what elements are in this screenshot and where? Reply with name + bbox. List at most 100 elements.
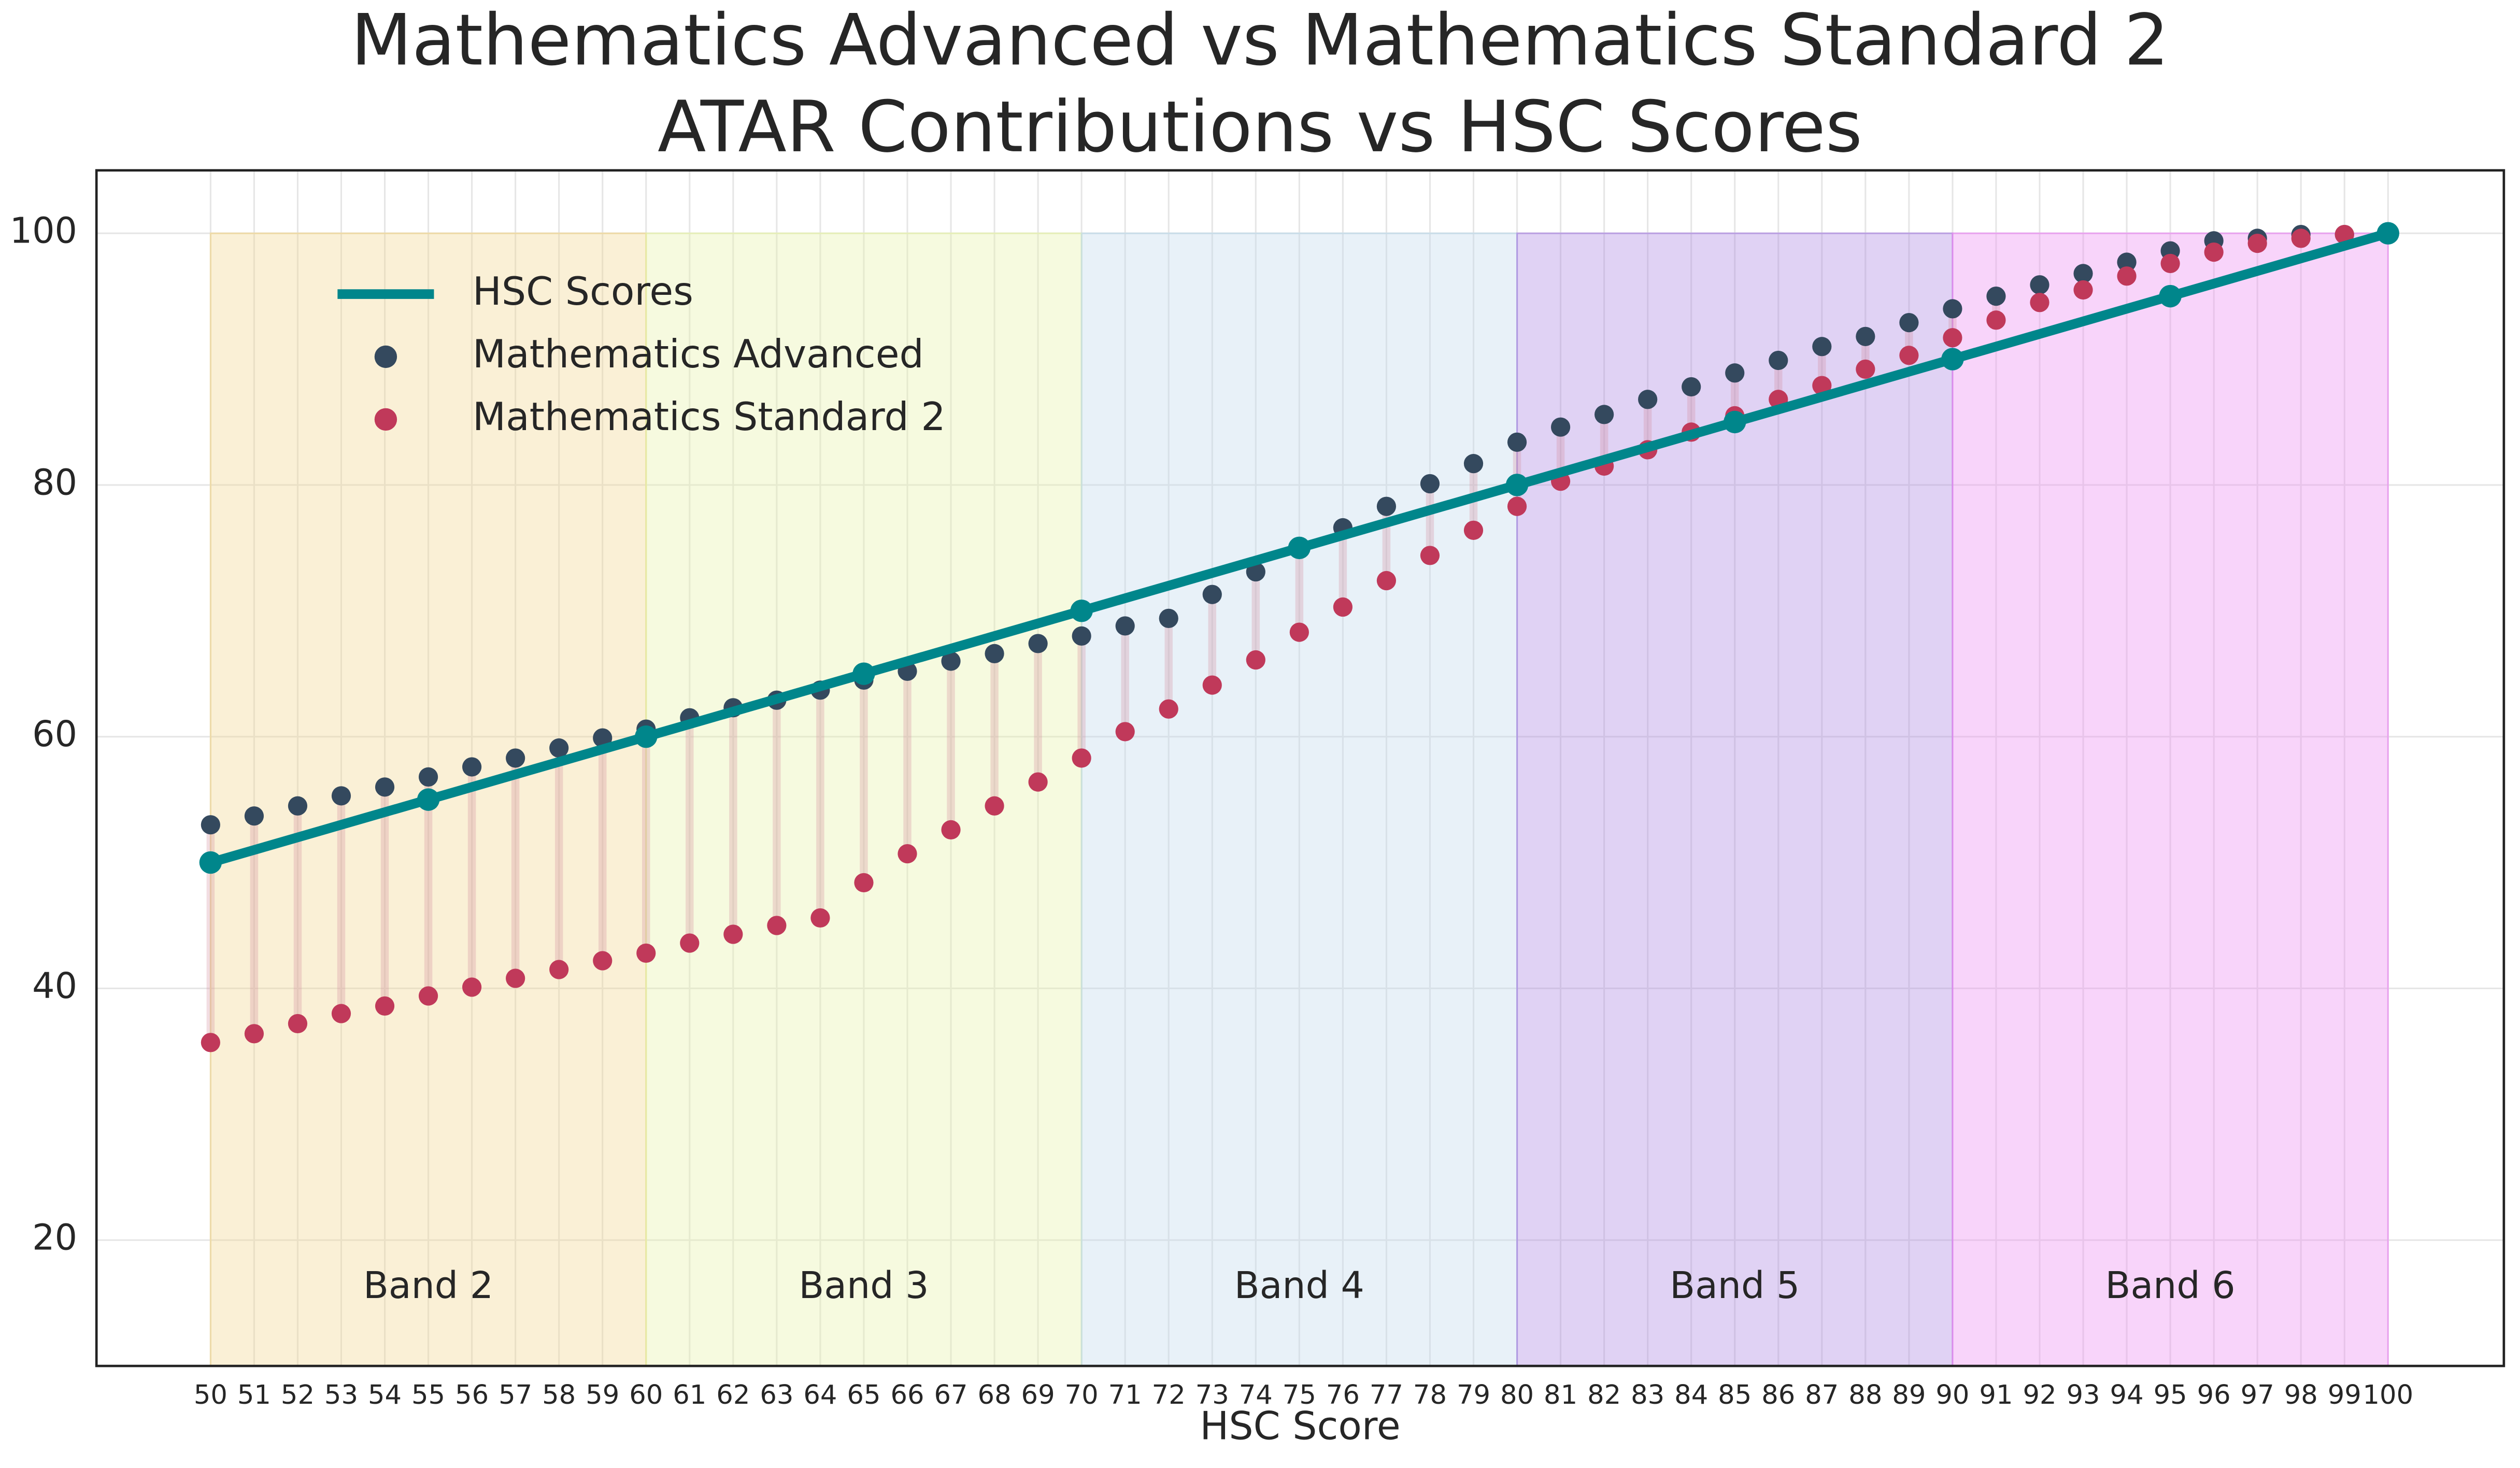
- scatter-point: [1202, 585, 1222, 604]
- legend-label: Mathematics Standard 2: [473, 394, 946, 439]
- x-tick-label: 86: [1761, 1380, 1795, 1410]
- scatter-point: [1986, 287, 2006, 306]
- y-tick-label: 100: [10, 211, 77, 252]
- band: [1080, 232, 1518, 1367]
- scatter-point: [1550, 417, 1571, 437]
- band: [1952, 232, 2389, 1367]
- x-tick-label: 82: [1587, 1380, 1621, 1410]
- scatter-point: [2160, 253, 2180, 274]
- chart-subtitle: ATAR Contributions vs HSC Scores: [658, 86, 1862, 168]
- scatter-point: [2030, 275, 2049, 295]
- scatter-point: [1943, 328, 1962, 348]
- x-tick-label: 69: [1021, 1380, 1055, 1410]
- x-tick-label: 53: [324, 1380, 358, 1410]
- x-tick-label: 60: [629, 1380, 663, 1410]
- x-tick-label: 70: [1065, 1380, 1099, 1410]
- scatter-point: [2247, 233, 2267, 253]
- line-marker: [1505, 474, 1529, 496]
- scatter-point: [331, 1004, 351, 1023]
- line-marker: [2159, 284, 2182, 308]
- scatter-point: [506, 968, 525, 988]
- line-marker: [2376, 222, 2400, 245]
- x-tick-label: 72: [1152, 1380, 1186, 1410]
- scatter-point: [1159, 699, 1178, 719]
- x-tick-label: 74: [1239, 1380, 1273, 1410]
- x-tick-label: 63: [760, 1380, 793, 1410]
- scatter-point: [1115, 722, 1135, 742]
- x-tick-label: 75: [1283, 1380, 1316, 1410]
- line-marker: [635, 725, 658, 748]
- scatter-point: [1943, 299, 1962, 319]
- scatter-point: [1420, 474, 1440, 494]
- x-tick-label: 97: [2241, 1380, 2274, 1410]
- x-tick-label: 78: [1413, 1380, 1447, 1410]
- scatter-point: [1159, 608, 1178, 628]
- x-tick-label: 93: [2067, 1380, 2100, 1410]
- scatter-point: [418, 986, 438, 1006]
- scatter-point: [462, 977, 482, 997]
- x-tick-label: 89: [1892, 1380, 1926, 1410]
- legend-label: Mathematics Advanced: [473, 332, 924, 377]
- line-marker: [199, 851, 222, 874]
- scatter-point: [636, 943, 656, 963]
- scatter-point: [985, 644, 1004, 663]
- x-tick-label: 100: [2363, 1380, 2414, 1410]
- x-tick-label: 95: [2154, 1380, 2187, 1410]
- x-tick-label: 71: [1108, 1380, 1142, 1410]
- x-tick-label: 91: [1979, 1380, 2013, 1410]
- scatter-point: [1682, 377, 1701, 397]
- scatter-point: [1812, 337, 1832, 357]
- scatter-point: [1986, 310, 2006, 330]
- line-marker: [1288, 536, 1311, 560]
- scatter-point: [1376, 571, 1397, 591]
- x-tick-label: 54: [368, 1380, 402, 1410]
- scatter-point: [1028, 634, 1048, 653]
- x-tick-label: 52: [281, 1380, 315, 1410]
- x-tick-label: 68: [978, 1380, 1012, 1410]
- scatter-point: [549, 738, 569, 758]
- scatter-point: [506, 748, 525, 768]
- scatter-point: [418, 767, 438, 787]
- scatter-point: [1246, 650, 1265, 670]
- scatter-point: [375, 777, 395, 797]
- scatter-point: [1899, 313, 1919, 333]
- scatter-point: [767, 916, 787, 935]
- scatter-point: [549, 960, 569, 979]
- scatter-point: [244, 806, 264, 826]
- line-marker: [1070, 600, 1093, 622]
- y-tick-label: 80: [32, 462, 77, 503]
- scatter-point: [462, 757, 482, 777]
- plot-frame: [95, 169, 2505, 1367]
- legend-swatch: [374, 408, 397, 431]
- scatter-point: [1115, 616, 1135, 636]
- scatter-point: [2117, 266, 2137, 286]
- scatter-point: [1289, 622, 1309, 642]
- scatter-point: [1376, 496, 1397, 516]
- scatter-point: [941, 820, 961, 840]
- x-tick-label: 84: [1674, 1380, 1708, 1410]
- band-label: Band 4: [1234, 1264, 1364, 1307]
- x-tick-label: 90: [1935, 1380, 1969, 1410]
- scatter-point: [1812, 376, 1832, 395]
- x-tick-label: 96: [2197, 1380, 2231, 1410]
- x-tick-label: 87: [1805, 1380, 1839, 1410]
- scatter-point: [593, 951, 613, 971]
- scatter-point: [854, 873, 874, 893]
- x-tick-label: 65: [847, 1380, 880, 1410]
- x-tick-label: 98: [2284, 1380, 2318, 1410]
- x-tick-label: 56: [455, 1380, 489, 1410]
- scatter-point: [1856, 326, 1875, 346]
- legend-label: HSC Scores: [473, 269, 693, 314]
- scatter-point: [288, 796, 308, 816]
- x-tick-label: 58: [542, 1380, 576, 1410]
- scatter-point: [1725, 363, 1745, 383]
- y-tick-label: 40: [32, 966, 77, 1007]
- scatter-point: [593, 728, 613, 748]
- band-label: Band 3: [799, 1264, 929, 1307]
- y-tick-label: 60: [32, 714, 77, 755]
- scatter-point: [2073, 280, 2093, 300]
- scatter-point: [1507, 496, 1527, 516]
- x-tick-label: 77: [1370, 1380, 1403, 1410]
- scatter-point: [1072, 748, 1091, 768]
